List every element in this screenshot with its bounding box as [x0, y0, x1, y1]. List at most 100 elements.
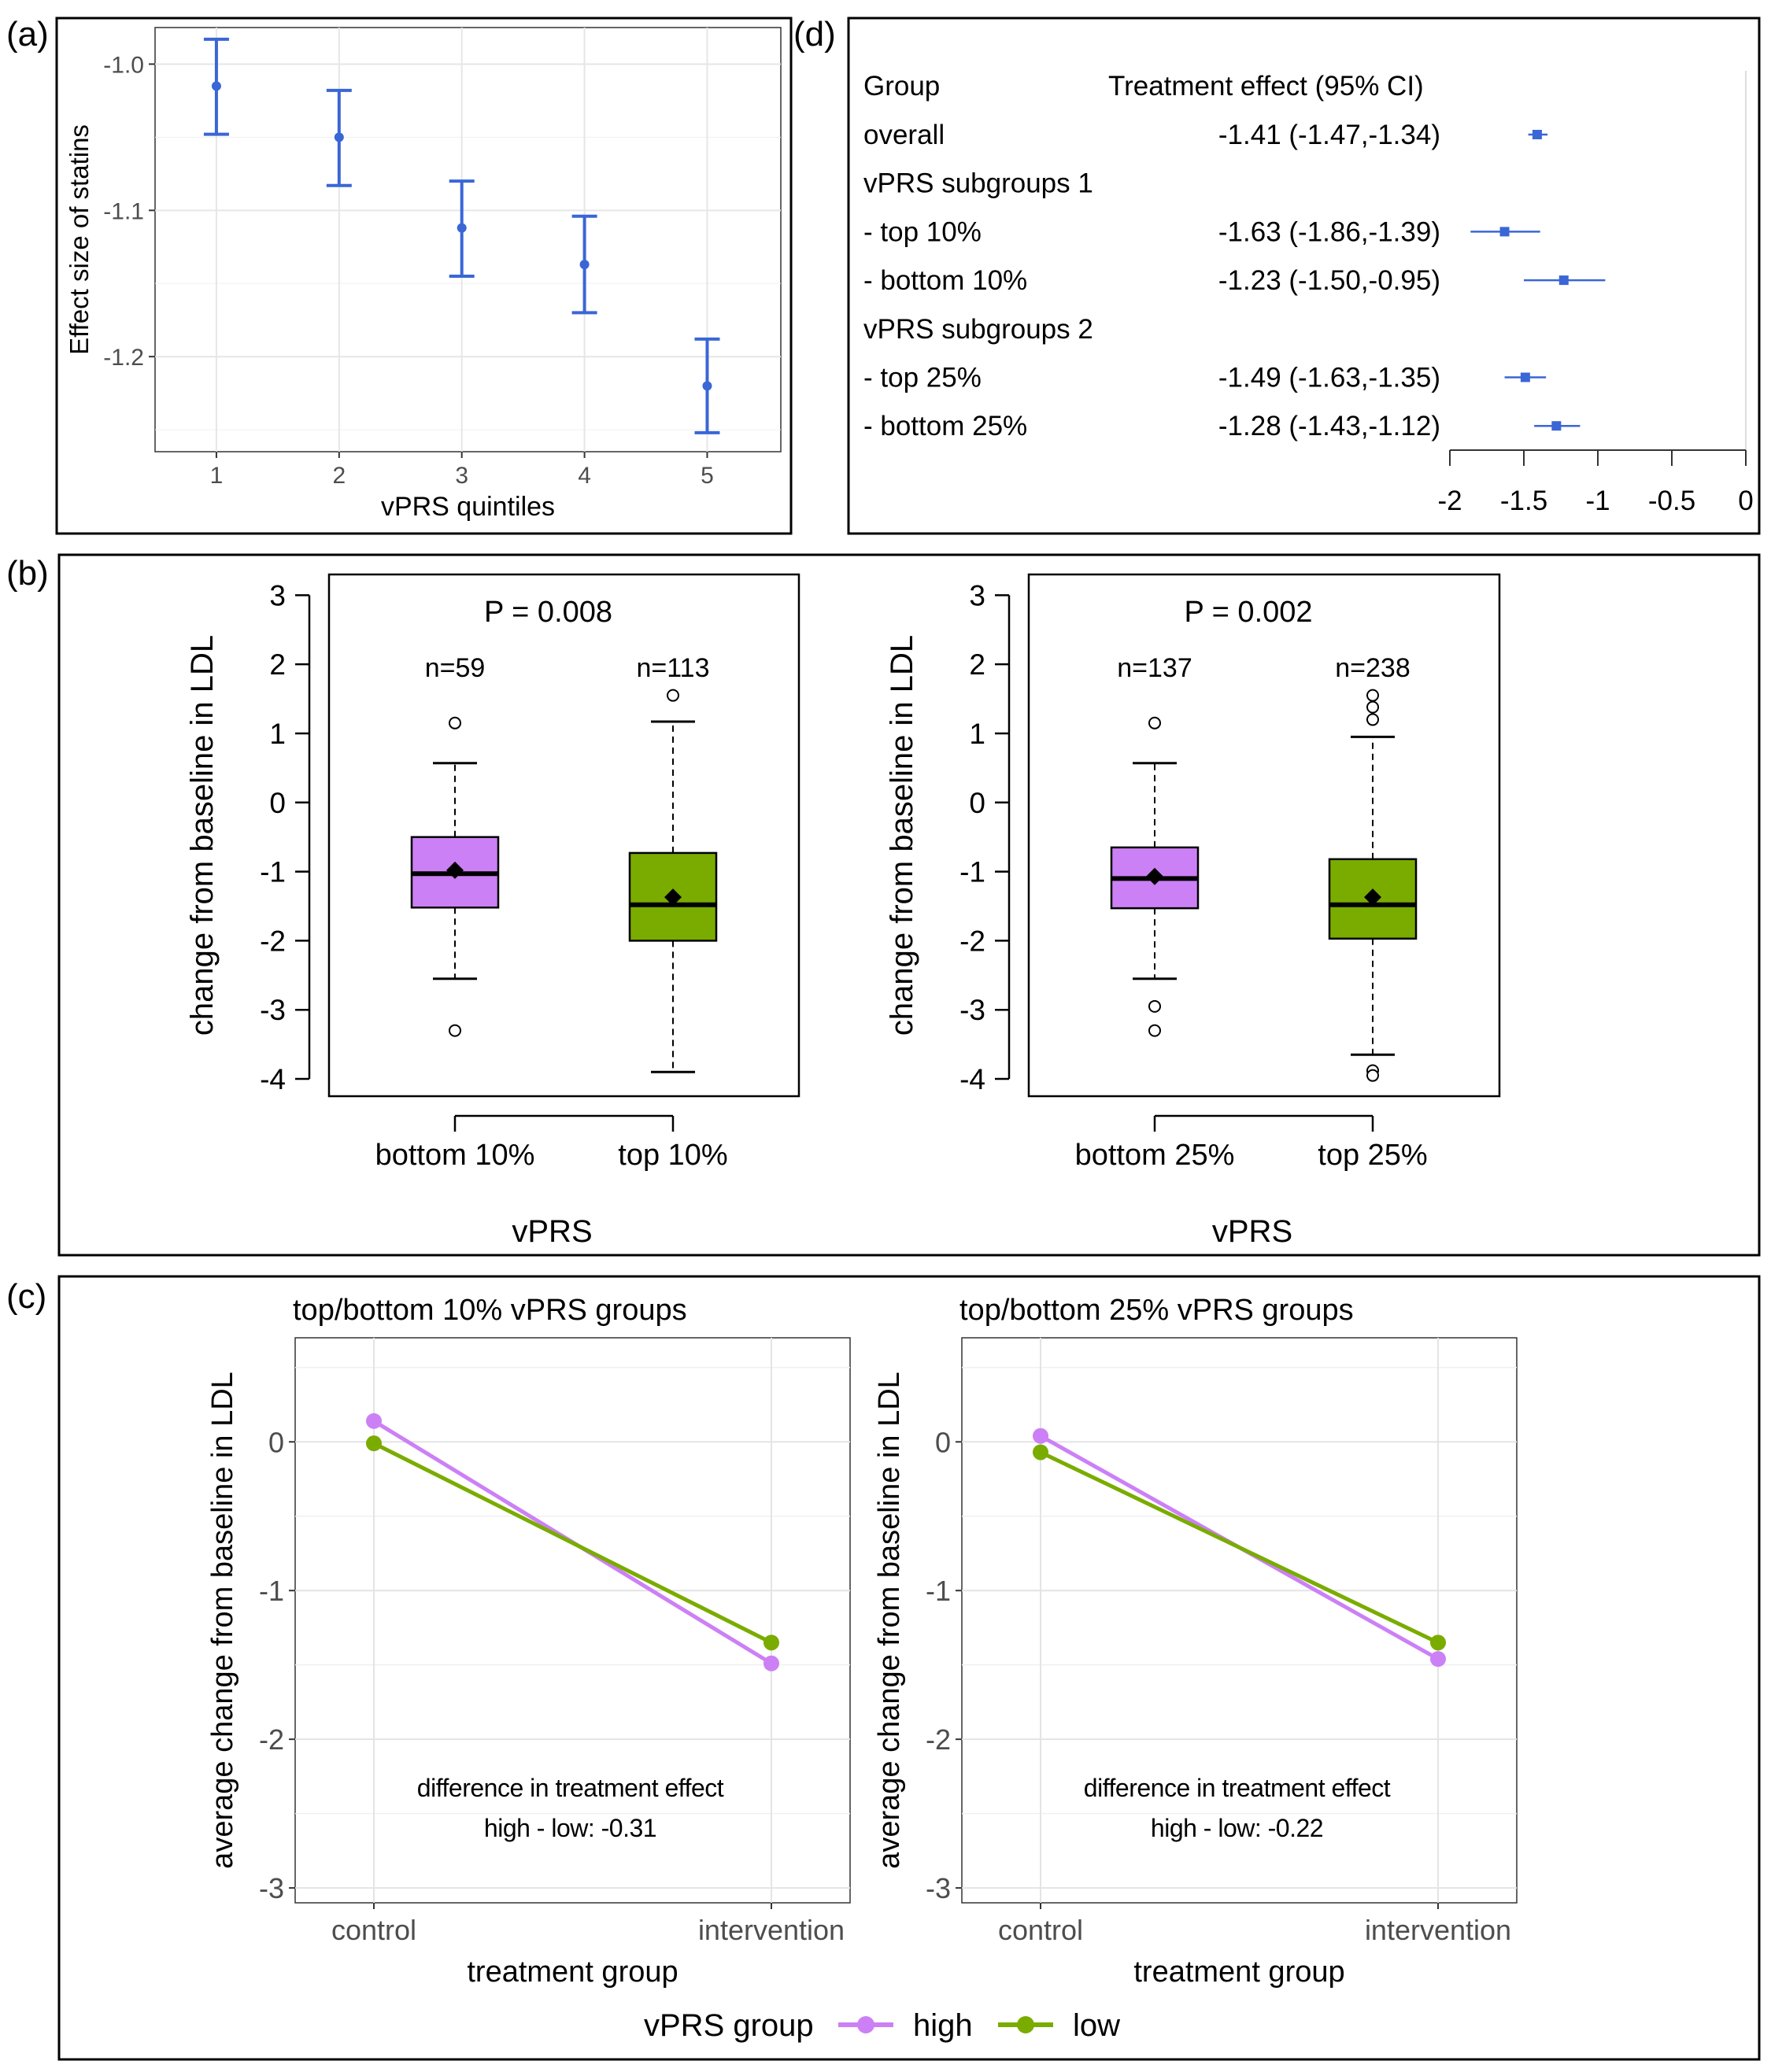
panel-c-legend-title: vPRS group	[644, 2008, 814, 2043]
panel-b-y-tick-label: 2	[269, 648, 286, 681]
panel-c-x-tick-label: control	[998, 1914, 1083, 1946]
panel-d-row-value: -1.41 (-1.47,-1.34)	[1218, 120, 1440, 150]
panel-b-y-tick-label: 3	[969, 579, 985, 611]
panel-c-legend-key-dot-high	[857, 2016, 874, 2033]
panel-c-y-tick-label: -2	[259, 1723, 284, 1756]
panel-b-x-tick-label: top 25%	[1318, 1139, 1427, 1172]
panel-label-c: (c)	[6, 1277, 46, 1316]
panel-b-y-tick-label: 3	[269, 579, 286, 611]
panel-b-y-tick-label: -4	[260, 1063, 286, 1095]
panel-a-chart: -1.0 -1.1 -1.2 1 2 3 4 5 vPRS quintiles Effect si…	[65, 27, 782, 522]
panel-c-point-low	[1430, 1634, 1446, 1651]
panel-c-plot-title: top/bottom 10% vPRS groups	[293, 1294, 687, 1327]
panel-c-point-low	[763, 1634, 779, 1651]
panel-a-x-tick-label: 4	[578, 463, 591, 489]
panel-b-n-label: n=238	[1335, 653, 1411, 683]
panel-c-legend: vPRS group high low	[644, 2008, 1120, 2043]
panel-b-pvalue: P = 0.002	[1184, 596, 1312, 629]
panel-b-y-tick-label: 2	[969, 648, 985, 681]
panel-a-y-tick-label: -1.0	[103, 52, 144, 78]
panel-b-plot-2: 3 2 1 0 -1 -2 -3 -4 change from baseline in LDL P…	[885, 573, 1501, 1249]
panel-b-outlier	[1366, 700, 1379, 714]
panel-b-y-tick-label: -4	[959, 1063, 985, 1095]
panel-c-y-tick-label: -3	[259, 1872, 284, 1904]
panel-c-annotation-value: high - low: -0.31	[484, 1814, 656, 1842]
panel-c-series-line-low	[372, 1441, 773, 1645]
panel-d-row-value: -1.28 (-1.43,-1.12)	[1218, 411, 1440, 441]
panel-a-x-tick-label: 1	[210, 463, 224, 489]
panel-b-x-tick-label: top 10%	[618, 1139, 727, 1172]
panel-b-x-tick-label: bottom 10%	[375, 1139, 535, 1172]
panel-b-y-axis-label: change from baseline in LDL	[185, 635, 220, 1036]
panel-b-y-tick-label: 0	[269, 787, 286, 819]
panel-b-y-tick-label: -3	[959, 994, 985, 1026]
panel-b-y-tick-label: 1	[969, 718, 985, 750]
panel-b-plot-area	[1027, 573, 1501, 1098]
panel-b-pvalue: P = 0.008	[484, 596, 612, 629]
panel-c-x-axis-label: treatment group	[467, 1956, 678, 1989]
panel-a-point	[334, 132, 344, 142]
panel-a-x-tick-label: 5	[701, 463, 714, 489]
panel-d-point-estimate	[1532, 130, 1542, 139]
panel-c-annotation-title: difference in treatment effect	[417, 1774, 724, 1802]
panel-b-outlier	[1148, 716, 1161, 729]
panel-d-row-value: -1.23 (-1.50,-0.95)	[1218, 265, 1440, 296]
panel-b-mean-marker	[446, 861, 464, 879]
panel-c-point-high	[1033, 1428, 1048, 1444]
panel-a-y-axis-label: Effect size of statins	[65, 124, 94, 355]
panel-c-point-high	[763, 1655, 779, 1671]
panel-d-x-tick-label: 0	[1738, 486, 1753, 516]
panel-d-header-effect: Treatment effect (95% CI)	[1108, 71, 1424, 102]
panel-a-frame	[55, 17, 793, 535]
panel-d-row-label: vPRS subgroups 2	[863, 314, 1093, 345]
panel-c-y-tick-label: -2	[926, 1723, 951, 1756]
panel-a-point	[211, 81, 221, 91]
panel-b-n-label: n=59	[425, 653, 486, 683]
panel-c-series-line-low	[1039, 1450, 1440, 1645]
panel-d-row-label: overall	[863, 120, 945, 150]
panel-c-y-axis-label: average change from baseline in LDL	[206, 1372, 239, 1869]
panel-d-frame	[847, 17, 1761, 535]
panel-b-mean-marker	[664, 888, 682, 907]
panel-c-y-tick-label: 0	[268, 1426, 284, 1458]
panel-b-outlier	[1366, 713, 1379, 726]
panel-c-y-axis-label: average change from baseline in LDL	[873, 1372, 906, 1869]
panel-c-plot-area	[294, 1337, 851, 1904]
panel-d-x-tick-label: -0.5	[1648, 486, 1695, 516]
panel-b-outlier	[1148, 1024, 1161, 1037]
panel-label-d: (d)	[793, 15, 836, 54]
panel-d-row-value: -1.49 (-1.63,-1.35)	[1218, 363, 1440, 393]
panel-a-point	[579, 260, 590, 270]
panel-b-n-label: n=113	[637, 653, 710, 683]
panel-c-x-tick-label: control	[331, 1914, 416, 1946]
panel-c-plot-title: top/bottom 25% vPRS groups	[959, 1294, 1354, 1327]
panel-c-y-tick-label: -1	[926, 1575, 951, 1607]
panel-b-outlier	[1148, 999, 1161, 1013]
panel-c-x-tick-label: intervention	[698, 1914, 845, 1946]
panel-d-forest-plot: Group Treatment effect (95% CI) overall -1.…	[863, 71, 1754, 516]
panel-b-outlier	[449, 1024, 461, 1037]
panel-b-y-tick-label: 0	[969, 787, 985, 819]
panel-d-x-tick-label: -1	[1585, 486, 1610, 516]
panel-d-point-estimate	[1558, 275, 1569, 286]
panel-d-row-label: - top 10%	[863, 216, 982, 247]
panel-b-plot-area	[327, 573, 800, 1098]
panel-b-mean-marker	[1364, 888, 1381, 907]
panel-c-x-axis-label: treatment group	[1133, 1956, 1344, 1989]
panel-c-x-tick-label: intervention	[1365, 1914, 1511, 1946]
panel-c-plot-1: 0 -1 -2 -3 control intervention treatment grou…	[206, 1294, 851, 1989]
panel-d-point-estimate	[1520, 372, 1530, 382]
panel-b-y-axis-label: change from baseline in LDL	[885, 635, 919, 1036]
panel-b-n-label: n=137	[1117, 653, 1192, 683]
panel-b-x-tick-label: bottom 25%	[1075, 1139, 1235, 1172]
panel-d-point-estimate	[1499, 227, 1510, 237]
panel-b-outlier	[1366, 1069, 1379, 1082]
panel-a-x-tick-label: 3	[455, 463, 468, 489]
panel-d-header-group: Group	[863, 71, 940, 102]
panel-c-annotation-value: high - low: -0.22	[1151, 1814, 1323, 1842]
panel-b-outlier	[449, 716, 461, 729]
panel-b-x-axis-label: vPRS	[1212, 1214, 1292, 1249]
panel-c-point-high	[366, 1413, 382, 1429]
panel-d-row-label: vPRS subgroups 1	[863, 168, 1093, 199]
panel-b-y-tick-label: -2	[260, 925, 286, 957]
